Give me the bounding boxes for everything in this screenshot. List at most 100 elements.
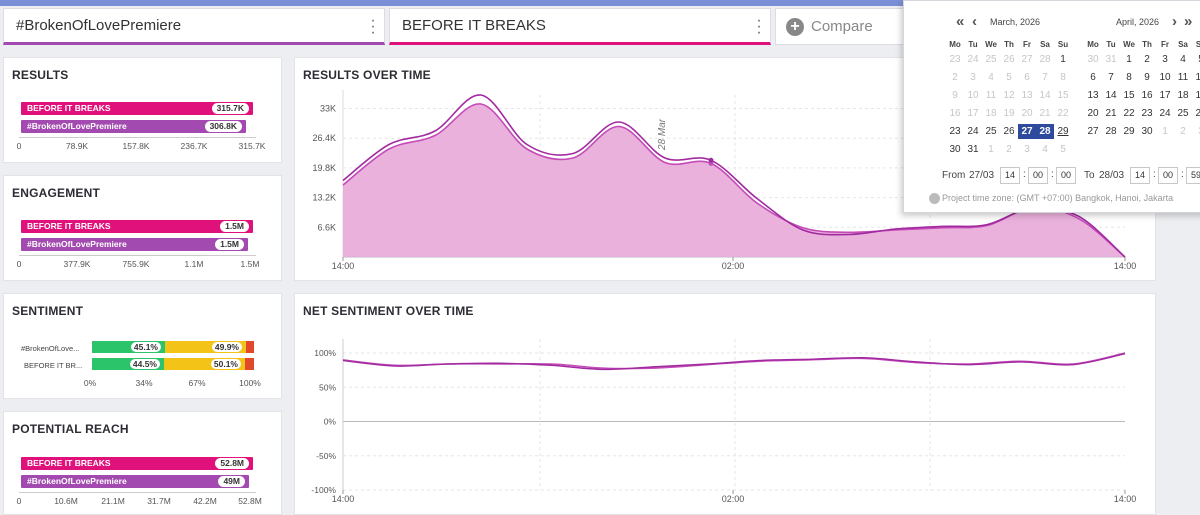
calendar-day[interactable]: 2 (1006, 144, 1012, 155)
calendar-day[interactable]: 27 (1018, 124, 1036, 139)
calendar-day[interactable]: 15 (1123, 90, 1135, 101)
from-hour-input[interactable]: 14 (1000, 167, 1020, 184)
calendar-day[interactable]: 11 (1177, 72, 1189, 83)
calendar-day[interactable]: 8 (1126, 72, 1132, 83)
calendar-day[interactable]: 19 (1003, 108, 1015, 119)
calendar-day[interactable]: 30 (1087, 54, 1099, 65)
calendar-day[interactable]: 22 (1057, 108, 1069, 119)
calendar-day[interactable]: 25 (985, 126, 997, 137)
calendar-day[interactable]: 9 (952, 90, 958, 101)
bar-before-it-breaks[interactable]: BEFORE IT BREAKS 1.5M (21, 220, 253, 233)
calendar-day[interactable]: 25 (985, 54, 997, 65)
calendar-day[interactable]: 14 (1039, 90, 1051, 101)
calendar-day[interactable]: 13 (1087, 90, 1099, 101)
calendar-day[interactable]: 11 (985, 90, 997, 101)
calendar-day[interactable]: 16 (1141, 90, 1153, 101)
calendar-day[interactable]: 4 (1180, 54, 1186, 65)
calendar-day[interactable]: 8 (1060, 72, 1066, 83)
calendar-day[interactable]: 5 (1006, 72, 1012, 83)
bar-before-it-breaks[interactable]: BEFORE IT BREAKS 315.7K (21, 102, 253, 115)
sentiment-bar-brokenoflove[interactable]: 45.1% 49.9% (92, 341, 254, 353)
calendar-day[interactable]: 14 (1105, 90, 1117, 101)
calendar-day[interactable]: 17 (967, 108, 979, 119)
calendar-day[interactable]: 6 (1024, 72, 1030, 83)
to-hour-input[interactable]: 14 (1130, 167, 1150, 184)
calendar-day[interactable]: 4 (1042, 144, 1048, 155)
calendar-day[interactable]: 1 (1060, 54, 1066, 65)
calendar-day[interactable]: 9 (1144, 72, 1150, 83)
calendar-day[interactable]: 22 (1123, 108, 1135, 119)
next-month-icon[interactable]: › (1172, 13, 1177, 30)
bar-brokenoflove[interactable]: #BrokenOfLovePremiere 306.8K (21, 120, 246, 133)
calendar-day[interactable]: 5 (1192, 52, 1200, 67)
prev-month-icon[interactable]: ‹ (972, 13, 977, 30)
calendar-day[interactable]: 25 (1177, 108, 1189, 119)
from-second-input[interactable]: 00 (1056, 167, 1076, 184)
next-year-icon[interactable]: » (1184, 13, 1193, 30)
calendar-day[interactable]: 30 (1141, 126, 1153, 137)
calendar-day[interactable]: 30 (949, 144, 961, 155)
calendar-day[interactable]: 23 (949, 54, 961, 65)
calendar-day[interactable]: 5 (1060, 144, 1066, 155)
calendar-day[interactable]: 18 (985, 108, 997, 119)
calendar-day[interactable]: 7 (1108, 72, 1114, 83)
calendar-day[interactable]: 2 (952, 72, 958, 83)
calendar-day[interactable]: 2 (1144, 54, 1150, 65)
calendar-day[interactable]: 29 (1123, 126, 1135, 137)
calendar-day[interactable]: 10 (967, 90, 979, 101)
calendar-day[interactable]: 19 (1195, 90, 1200, 101)
to-minute-input[interactable]: 00 (1158, 167, 1178, 184)
calendar-day[interactable]: 20 (1087, 108, 1099, 119)
calendar-day[interactable]: 4 (988, 72, 994, 83)
calendar-day[interactable]: 7 (1042, 72, 1048, 83)
calendar-day[interactable]: 31 (1105, 54, 1117, 65)
calendar-day[interactable]: 15 (1057, 90, 1069, 101)
calendar-day[interactable]: 23 (1141, 108, 1153, 119)
kebab-menu-icon[interactable]: · · · (756, 12, 762, 41)
from-minute-input[interactable]: 00 (1028, 167, 1048, 184)
calendar-day[interactable]: 26 (1003, 126, 1015, 137)
compare-button[interactable]: + Compare (775, 8, 915, 45)
calendar-day[interactable]: 24 (1159, 108, 1171, 119)
calendar-day[interactable]: 1 (988, 144, 994, 155)
calendar-day[interactable]: 21 (1105, 108, 1117, 119)
calendar-day[interactable]: 10 (1159, 72, 1171, 83)
calendar-day[interactable]: 13 (1021, 90, 1033, 101)
calendar-day[interactable]: 24 (967, 126, 979, 137)
calendar-day[interactable]: 2 (1180, 126, 1186, 137)
net-sentiment-chart[interactable]: 100%50%0%-50%-100%14:00 02:00 14:00 (295, 294, 1155, 515)
calendar-day[interactable]: 20 (1021, 108, 1033, 119)
query-tab-before-it-breaks[interactable]: BEFORE IT BREAKS · · · (389, 8, 771, 45)
kebab-menu-icon[interactable]: · · · (370, 12, 376, 41)
query-tab-brokenoflove[interactable]: #BrokenOfLovePremiere · · · (3, 8, 385, 45)
calendar-day[interactable]: 24 (967, 54, 979, 65)
bar-brokenoflove[interactable]: #BrokenOfLovePremiere 1.5M (21, 238, 248, 251)
calendar-day[interactable]: 12 (1195, 72, 1200, 83)
calendar-day[interactable]: 1 (1162, 126, 1168, 137)
calendar-day[interactable]: 6 (1090, 72, 1096, 83)
calendar-day[interactable]: 21 (1039, 108, 1051, 119)
calendar-day[interactable]: 27 (1021, 54, 1033, 65)
calendar-day[interactable]: 18 (1177, 90, 1189, 101)
calendar-day[interactable]: 23 (949, 126, 961, 137)
calendar-day[interactable]: 29 (1057, 126, 1069, 137)
calendar-day[interactable]: 28 (1039, 54, 1051, 65)
calendar-day[interactable]: 17 (1159, 90, 1171, 101)
calendar-day[interactable]: 3 (1024, 144, 1030, 155)
to-second-input[interactable]: 59 (1186, 167, 1200, 184)
calendar-day[interactable]: 16 (949, 108, 961, 119)
bar-before-it-breaks[interactable]: BEFORE IT BREAKS 52.8M (21, 457, 253, 470)
calendar-day[interactable]: 12 (1003, 90, 1015, 101)
calendar-day[interactable]: 3 (970, 72, 976, 83)
calendar-day[interactable]: 1 (1126, 54, 1132, 65)
calendar-day[interactable]: 27 (1087, 126, 1099, 137)
calendar-day[interactable]: 28 (1105, 126, 1117, 137)
calendar-day[interactable]: 26 (1003, 54, 1015, 65)
sentiment-bar-before-it-breaks[interactable]: 44.5% 50.1% (92, 358, 254, 370)
bar-brokenoflove[interactable]: #BrokenOfLovePremiere 49M (21, 475, 249, 488)
calendar-day[interactable]: 28 (1036, 124, 1054, 139)
calendar-day[interactable]: 26 (1195, 108, 1200, 119)
calendar-day[interactable]: 3 (1162, 54, 1168, 65)
calendar-day[interactable]: 31 (967, 144, 979, 155)
